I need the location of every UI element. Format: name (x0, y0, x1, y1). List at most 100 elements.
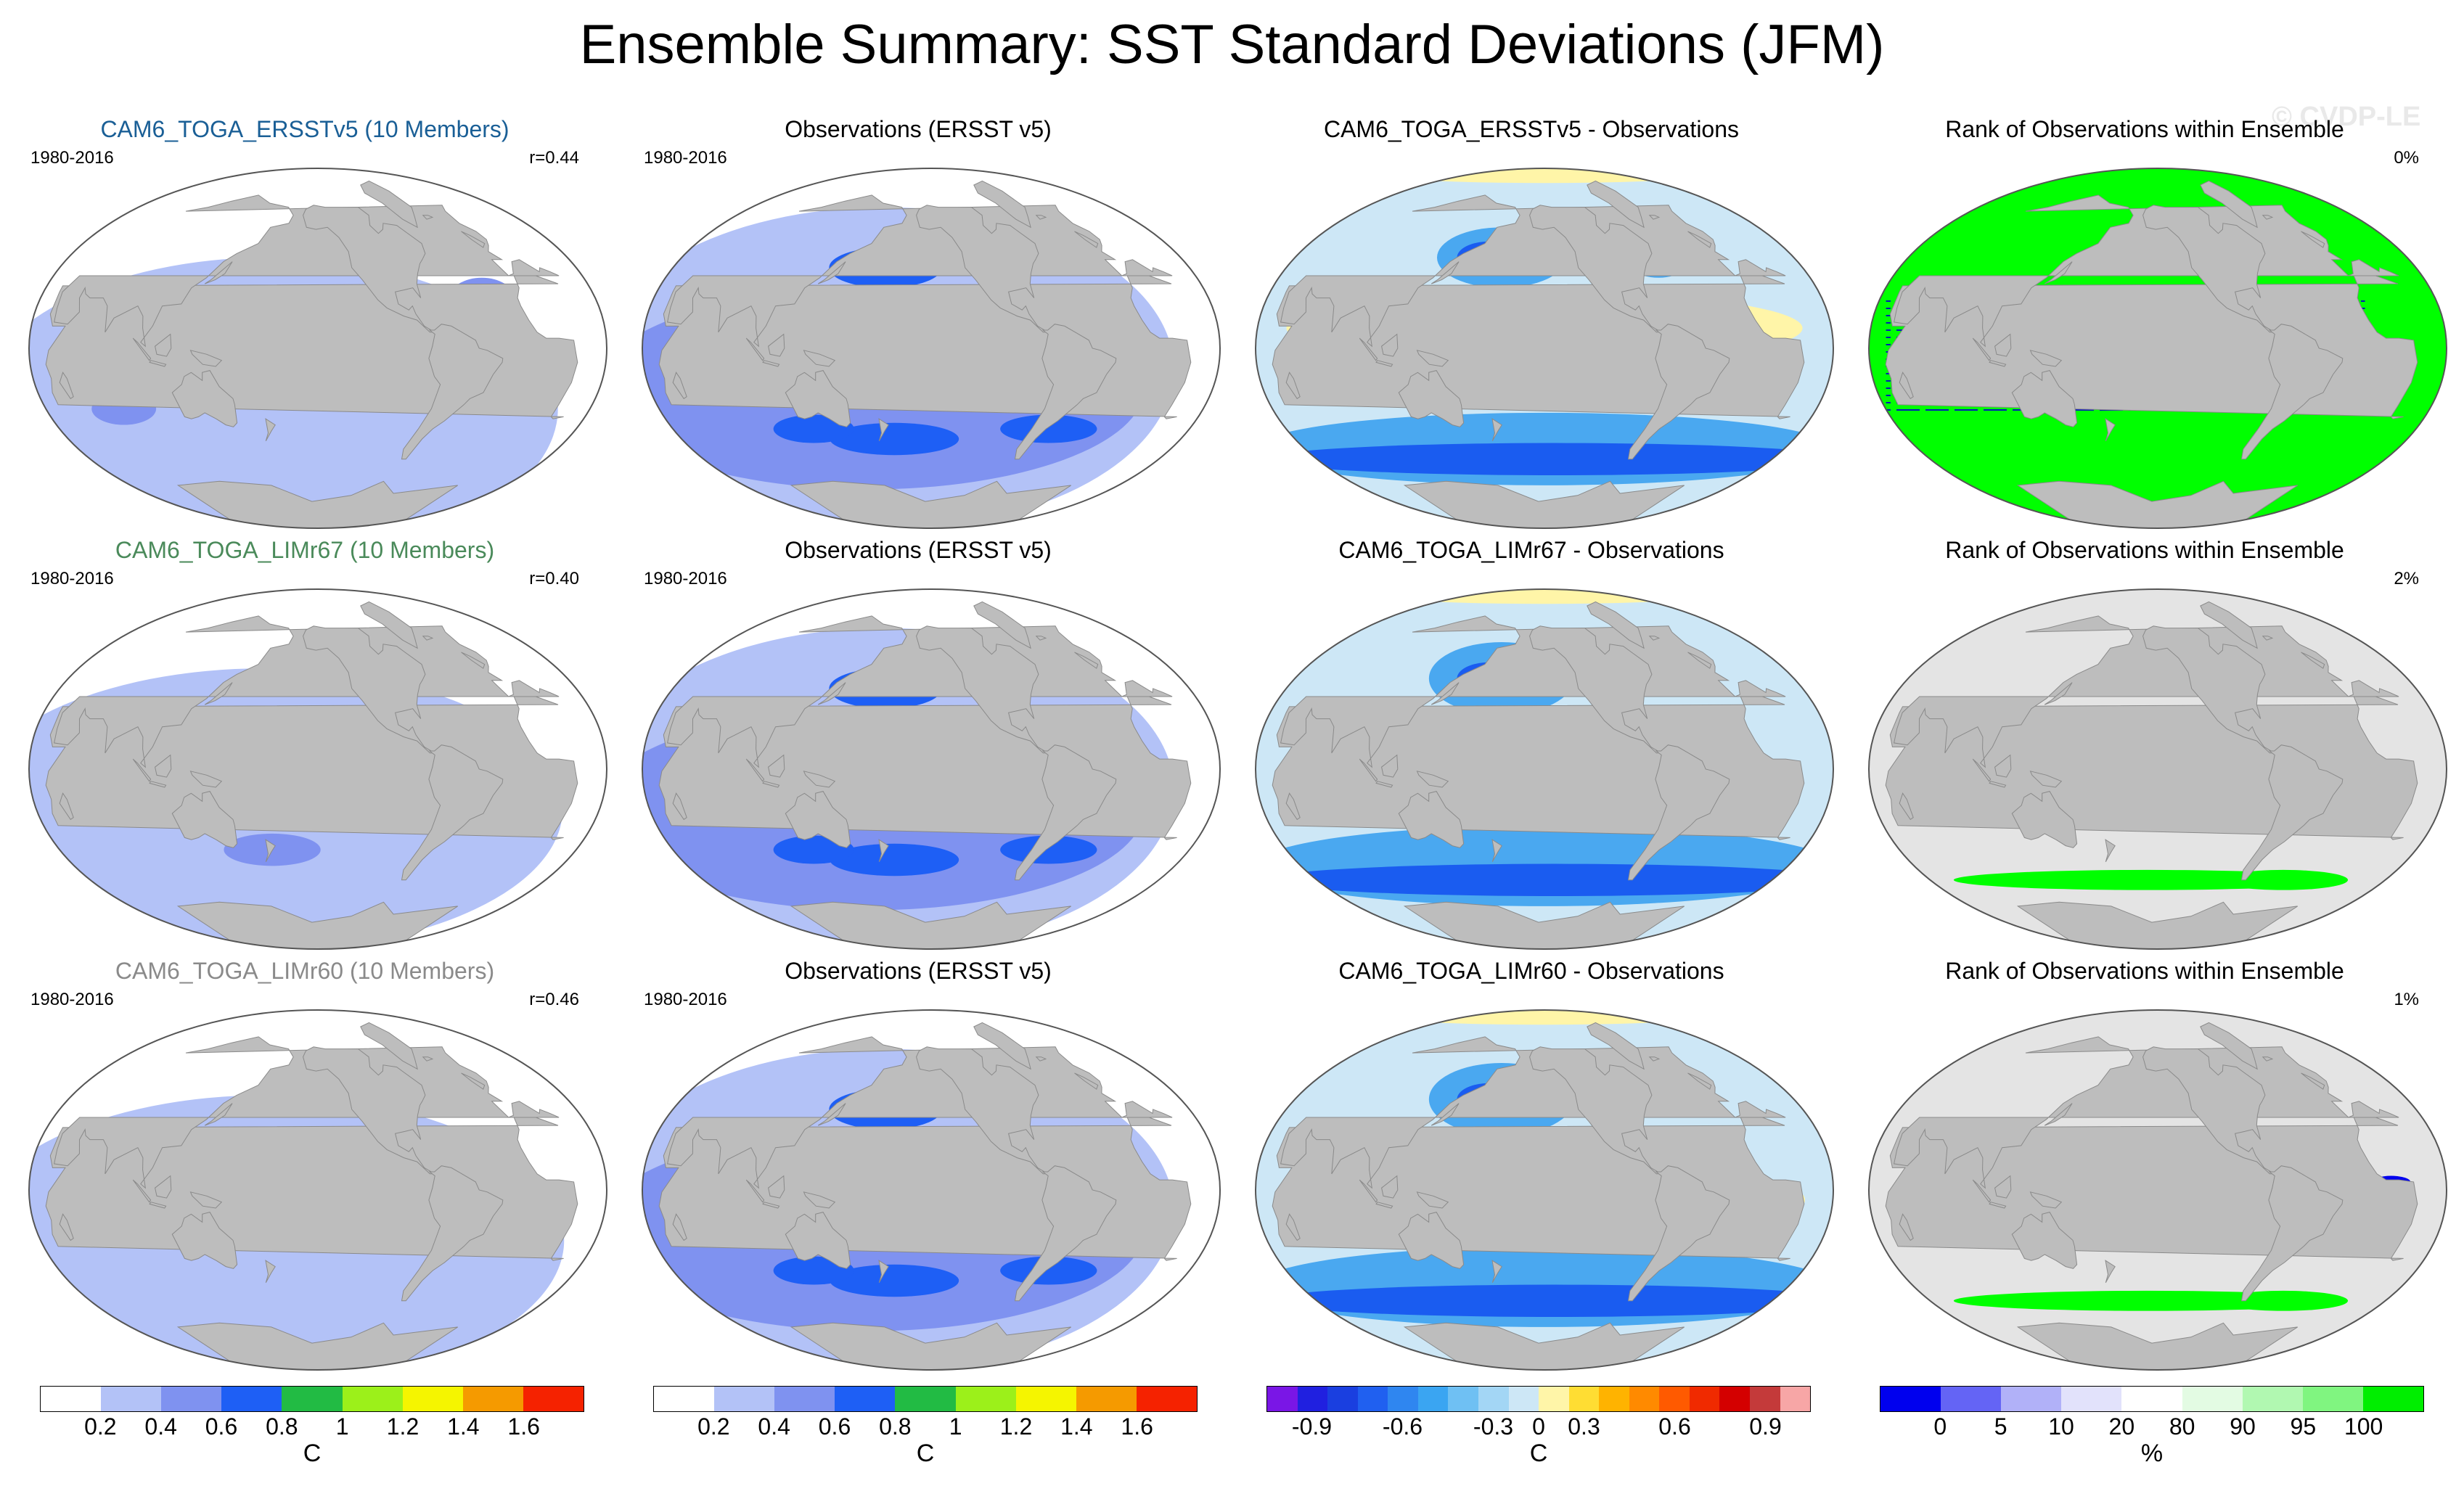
colorbar-tick-label: 0.8 (879, 1413, 912, 1440)
colorbar-tick-label: 0.8 (266, 1413, 298, 1440)
land-mass (422, 215, 434, 220)
field-contour (830, 422, 959, 456)
colorbar-swatch (1508, 1387, 1539, 1411)
land-mass (790, 1322, 1071, 1370)
difference-panel: CAM6_TOGA_LIMr60 - Observations (1241, 958, 1834, 1371)
land-mass (1014, 1165, 1117, 1302)
land-mass (1375, 1202, 1393, 1209)
land-mass (973, 180, 1031, 229)
land-mass (1398, 370, 1465, 427)
land-mass (2029, 350, 2063, 367)
watermark: © CVDP-LE (2272, 102, 2421, 132)
colorbar-tick-label: 0 (1532, 1413, 1545, 1440)
land-mass (1375, 360, 1393, 367)
colorbar-tick-label: 0.2 (697, 1413, 730, 1440)
land-mass (155, 754, 172, 778)
land-mass (916, 1046, 1049, 1175)
land-mass (1403, 901, 1685, 949)
land-mass (878, 839, 889, 863)
land-mass (59, 372, 74, 400)
map-frame (1255, 168, 1834, 529)
map-frame (1255, 1009, 1834, 1371)
colorbar-tick-label: 0.6 (205, 1413, 238, 1440)
land-mass (1648, 215, 1661, 220)
colorbar-swatch (1357, 1387, 1388, 1411)
land-mass (1359, 758, 1378, 782)
land-mass (149, 781, 167, 788)
colorbar-tick-label: 90 (2230, 1413, 2256, 1440)
land-mass (2262, 215, 2274, 220)
land-mass (1398, 791, 1465, 848)
land-mass (817, 261, 846, 284)
world-map (28, 588, 607, 950)
land-mass (401, 1165, 504, 1302)
rank-panel: Rank of Observations within Ensemble 0% (1854, 116, 2447, 529)
colorbar-tick-label: 5 (1994, 1413, 2007, 1440)
period-label: 1980-2016 (644, 990, 727, 1009)
map-frame (642, 168, 1221, 529)
land-mass (1381, 754, 1399, 778)
colorbar-swatch (1750, 1387, 1780, 1411)
model-sd-panel: CAM6_TOGA_ERSSTv5 (10 Members) 1980-2016 r… (15, 116, 607, 529)
model-sd-panel: CAM6_TOGA_LIMr67 (10 Members) 1980-2016 r=… (15, 537, 607, 950)
world-map (1868, 1009, 2447, 1371)
land-mass (1627, 1165, 1730, 1302)
colorbar-swatch (1780, 1387, 1811, 1411)
land-mass (1587, 1022, 1645, 1070)
colorbar-tick-label: 1.2 (999, 1413, 1033, 1440)
land-mass (2011, 1212, 2078, 1269)
land-mass (2240, 324, 2344, 460)
land-mass (785, 791, 851, 848)
land-mass (1894, 194, 2399, 348)
obs-sd-panel: Observations (ERSST v5) 1980-2016 (628, 958, 1221, 1371)
period-label: 1980-2016 (30, 569, 114, 588)
difference-panel: CAM6_TOGA_LIMr67 - Observations (1241, 537, 1834, 950)
land-mass (2016, 1322, 2298, 1370)
colorbar-tick-label: -0.3 (1473, 1413, 1514, 1440)
land-mass (1074, 231, 1099, 248)
land-mass (461, 652, 486, 669)
colorbar-swatch (1327, 1387, 1358, 1411)
land-mass (2105, 1260, 2116, 1284)
colorbar-swatch (654, 1387, 715, 1411)
land-mass (204, 1103, 233, 1126)
land-mass (2142, 625, 2276, 754)
world-map (1255, 588, 1834, 950)
colorbar-swatch (835, 1387, 896, 1411)
land-mass (1416, 350, 1449, 367)
land-mass (132, 758, 152, 782)
colorbar-tick-label: 95 (2290, 1413, 2317, 1440)
colorbar-tick-label: 0.9 (1749, 1413, 1782, 1440)
map-frame (28, 168, 607, 529)
panel-title: CAM6_TOGA_ERSSTv5 (10 Members) (100, 116, 509, 142)
panel-title: CAM6_TOGA_LIMr67 (10 Members) (115, 537, 495, 563)
land-mass (1491, 839, 1502, 863)
land-mass (176, 480, 458, 528)
world-map (28, 1009, 607, 1371)
land-mass (360, 601, 418, 649)
colorbar-tick-label: 0.4 (144, 1413, 177, 1440)
land-mass (916, 625, 1049, 754)
colorbar-tick-label: 1.4 (447, 1413, 480, 1440)
land-mass (2029, 1191, 2063, 1209)
colorbar-swatch (221, 1387, 282, 1411)
colorbar-tick-label: 0.6 (818, 1413, 851, 1440)
land-mass (2301, 231, 2325, 248)
land-mass (817, 1103, 846, 1126)
land-mass (817, 682, 846, 705)
land-mass (762, 1202, 780, 1209)
land-mass (1587, 180, 1645, 229)
world-map (642, 168, 1221, 529)
colorbar-swatch (955, 1387, 1016, 1411)
land-mass (132, 1179, 152, 1203)
colorbar-tick-label: 80 (2169, 1413, 2195, 1440)
land-mass (1398, 1212, 1465, 1269)
obs-sd-panel: Observations (ERSST v5) 1980-2016 (628, 116, 1221, 529)
world-map (1868, 168, 2447, 529)
land-mass (265, 839, 276, 863)
colorbar-swatch (2182, 1387, 2243, 1411)
field-contour (1000, 835, 1097, 864)
land-mass (1894, 615, 2399, 768)
world-map (1868, 588, 2447, 950)
difference-panel: CAM6_TOGA_ERSSTv5 - Observations (1241, 116, 1834, 529)
